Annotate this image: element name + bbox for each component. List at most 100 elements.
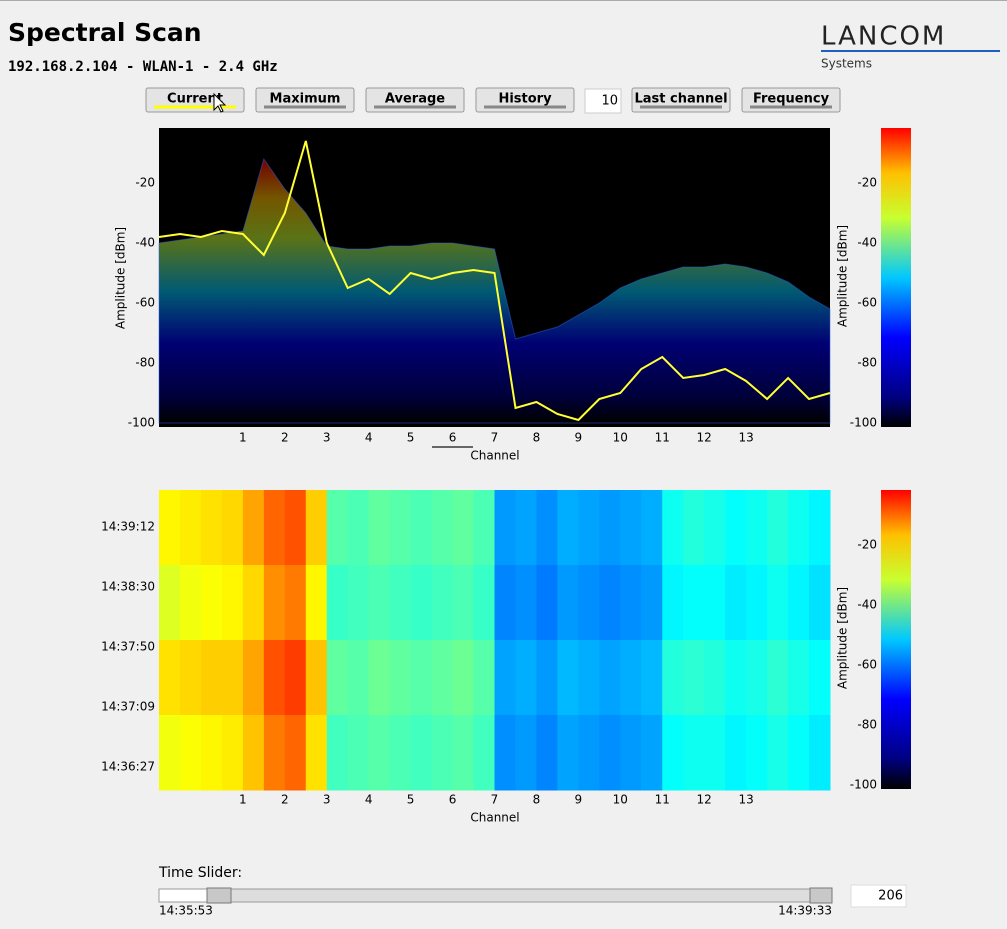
- heatmap-cell: [284, 715, 307, 791]
- heatmap-cell: [536, 565, 558, 641]
- toolbar-button[interactable]: Average: [365, 87, 465, 113]
- heatmap-cell: [305, 715, 328, 791]
- heatmap-cell: [809, 640, 831, 716]
- heatmap-cell: [683, 640, 705, 716]
- toolbar-button[interactable]: Frequency: [741, 87, 841, 113]
- y-tick-label: 14:37:50: [101, 640, 155, 654]
- toolbar-button[interactable]: Current: [145, 87, 245, 113]
- heatmap-cell: [662, 490, 684, 566]
- heatmap-cell: [746, 715, 768, 791]
- heatmap-cell: [704, 715, 726, 791]
- heatmap-cell: [159, 640, 181, 716]
- y-tick-label: -60: [135, 296, 155, 310]
- heatmap-cell: [431, 640, 454, 716]
- heatmap-cell: [494, 640, 516, 716]
- heatmap-cell: [452, 565, 475, 641]
- toolbar-button[interactable]: Maximum: [255, 87, 355, 113]
- heatmap-cell: [179, 490, 202, 566]
- x-tick-label: 10: [613, 793, 628, 807]
- heatmap-cell: [179, 640, 202, 716]
- x-tick-label: 12: [697, 431, 712, 445]
- heatmap-cell: [431, 490, 454, 566]
- colorbar-tick-label: -40: [857, 236, 877, 250]
- heatmap-cell: [347, 715, 370, 791]
- heatmap-cell: [599, 640, 621, 716]
- heatmap-cell: [368, 715, 391, 791]
- x-tick-label: 11: [655, 793, 670, 807]
- heatmap-cell: [788, 640, 810, 716]
- slider-value-box[interactable]: [850, 884, 907, 908]
- heatmap-cell: [683, 715, 705, 791]
- heatmap-cell: [536, 640, 558, 716]
- heatmap-cell: [641, 565, 663, 641]
- toolbar-button[interactable]: Last channel: [631, 87, 731, 113]
- heatmap-cell: [284, 490, 307, 566]
- heatmap-cell: [746, 490, 768, 566]
- colorbar-tick-label: -40: [857, 598, 877, 612]
- heatmap-cell: [242, 715, 265, 791]
- y-tick-label: -80: [135, 356, 155, 370]
- x-tick-label: 7: [491, 793, 499, 807]
- heatmap-cell: [788, 490, 810, 566]
- colorbar: [881, 490, 911, 789]
- x-tick-label: 8: [533, 793, 541, 807]
- heatmap-cell: [746, 565, 768, 641]
- heatmap-cell: [809, 565, 831, 641]
- colorbar-label: Amplitude [dBm]: [836, 225, 850, 327]
- button-label: Last channel: [634, 92, 727, 107]
- x-tick-label: 9: [575, 431, 583, 445]
- y-tick-label: -20: [135, 176, 155, 190]
- heatmap-cell: [599, 565, 621, 641]
- heatmap-cell: [515, 565, 537, 641]
- heatmap-cell: [263, 565, 286, 641]
- y-tick-label: 14:36:27: [101, 760, 155, 774]
- heatmap-cell: [557, 565, 579, 641]
- x-tick-label: 13: [738, 431, 753, 445]
- heatmap-cell: [557, 490, 579, 566]
- y-tick-label: 14:39:12: [101, 520, 155, 534]
- heatmap-cell: [305, 640, 328, 716]
- heatmap-cell: [767, 715, 789, 791]
- x-tick-label: 9: [575, 793, 583, 807]
- history-count-box[interactable]: [584, 88, 622, 114]
- toolbar-button[interactable]: History: [475, 87, 575, 113]
- heatmap-cell: [284, 565, 307, 641]
- button-label: Current: [167, 92, 223, 107]
- heatmap-cell: [662, 715, 684, 791]
- logo: LANCOM: [821, 22, 946, 52]
- slider-thumb[interactable]: [206, 887, 232, 904]
- heatmap-cell: [410, 640, 433, 716]
- x-tick-label: 10: [613, 431, 628, 445]
- heatmap-cell: [515, 640, 537, 716]
- x-tick-label: 11: [655, 431, 670, 445]
- heatmap-cell: [683, 565, 705, 641]
- logo-sub: Systems: [821, 57, 872, 71]
- heatmap-cell: [494, 715, 516, 791]
- heatmap-cell: [221, 640, 244, 716]
- colorbar: [881, 128, 911, 427]
- x-axis-label: Channel: [470, 811, 519, 825]
- heatmap-cell: [242, 640, 265, 716]
- heatmap-cell: [725, 565, 747, 641]
- heatmap-cell: [809, 715, 831, 791]
- heatmap-cell: [683, 490, 705, 566]
- colorbar-tick-label: -20: [857, 176, 877, 190]
- heatmap-cell: [725, 640, 747, 716]
- x-tick-label: 6: [449, 793, 457, 807]
- x-tick-label: 5: [407, 431, 415, 445]
- y-tick-label: 14:37:09: [101, 700, 155, 714]
- slider-thumb[interactable]: [809, 887, 833, 904]
- x-tick-label: 3: [323, 793, 331, 807]
- heatmap-cell: [368, 490, 391, 566]
- heatmap-cell: [389, 640, 412, 716]
- heatmap-cell: [809, 490, 831, 566]
- slider-start: 14:35:53: [159, 904, 213, 918]
- heatmap-cell: [284, 640, 307, 716]
- heatmap-cell: [746, 640, 768, 716]
- slider-track[interactable]: [158, 888, 833, 903]
- heatmap-cell: [347, 565, 370, 641]
- heatmap-cell: [515, 715, 537, 791]
- heatmap-cell: [578, 565, 600, 641]
- y-tick-label: 14:38:30: [101, 580, 155, 594]
